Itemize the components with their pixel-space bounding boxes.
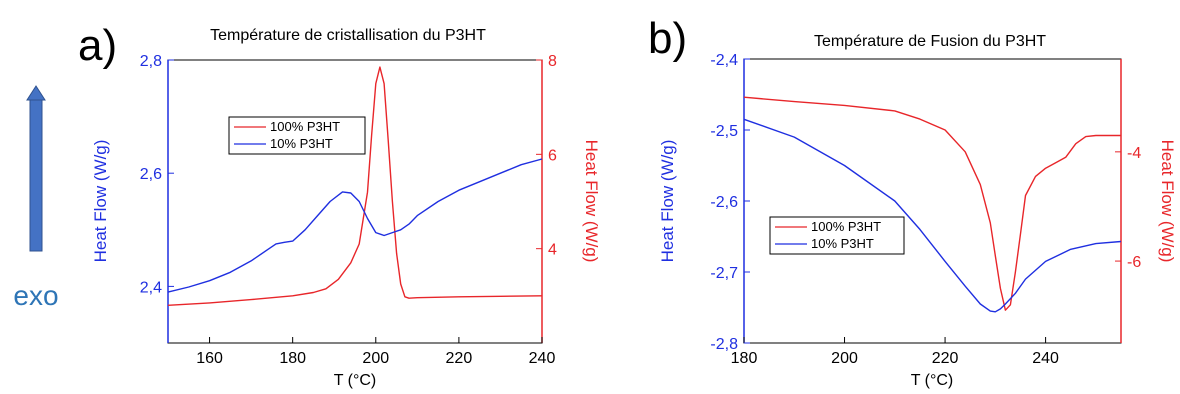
x-tick-label-a-180: 180 <box>279 350 306 367</box>
y-right-tick-label-b-1: -4 <box>1127 145 1141 162</box>
y-axis-label-right-a: Heat Flow (W/g) <box>582 140 601 263</box>
series-line-a-10 <box>167 158 543 293</box>
x-tick-label-a-200: 200 <box>362 350 389 367</box>
legend-label-10-b: 10% P3HT <box>811 236 874 251</box>
x-axis-label-b: T (°C) <box>911 372 954 389</box>
y-left-tick-label-a-2: 2,8 <box>140 53 162 70</box>
x-tick-label-b-200: 200 <box>831 350 858 367</box>
series-line-b-10 <box>743 118 1122 313</box>
x-tick-label-a-220: 220 <box>446 350 473 367</box>
legend-label-10-a: 10% P3HT <box>270 136 333 151</box>
y-left-tick-label-b-3: -2,5 <box>710 123 738 140</box>
y-right-tick-label-a-1: 6 <box>548 147 557 164</box>
plot-frame-a <box>167 59 543 344</box>
chart-panel-b: b) Température de Fusion du P3HT 180 200 2… <box>648 14 1177 389</box>
legend-a: 100% P3HT 10% P3HT <box>228 116 366 155</box>
panel-label-b: b) <box>648 14 687 63</box>
x-tick-label-b-220: 220 <box>932 350 959 367</box>
x-tick-label-b-240: 240 <box>1032 350 1059 367</box>
y-axis-label-left-b: Heat Flow (W/g) <box>658 140 677 263</box>
y-left-tick-label-b-1: -2,7 <box>710 265 738 282</box>
y-right-tick-label-a-2: 8 <box>548 53 557 70</box>
x-tick-label-b-180: 180 <box>731 350 758 367</box>
x-tick-label-a-160: 160 <box>196 350 223 367</box>
panel-label-a: a) <box>78 21 117 70</box>
y-left-tick-label-b-0: -2,8 <box>710 336 738 353</box>
y-left-tick-label-a-1: 2,6 <box>140 166 162 183</box>
legend-label-100-a: 100% P3HT <box>270 119 340 134</box>
x-tick-label-a-240: 240 <box>529 350 556 367</box>
y-left-tick-label-b-2: -2,6 <box>710 194 738 211</box>
exo-arrow-icon <box>26 85 46 252</box>
y-left-tick-label-a-0: 2,4 <box>140 279 162 296</box>
y-right-tick-label-b-0: -6 <box>1127 254 1141 271</box>
x-axis-label-a: T (°C) <box>334 372 377 389</box>
y-axis-label-right-b: Heat Flow (W/g) <box>1158 140 1177 263</box>
y-axis-label-left-a: Heat Flow (W/g) <box>91 140 110 263</box>
series-line-a-100 <box>167 66 543 306</box>
exo-label: exo <box>13 280 58 311</box>
legend-label-100-b: 100% P3HT <box>811 219 881 234</box>
series-line-b-100 <box>743 96 1121 311</box>
chart-title-b: Température de Fusion du P3HT <box>814 33 1046 50</box>
y-right-tick-label-a-0: 4 <box>548 242 557 259</box>
chart-title-a: Température de cristallisation du P3HT <box>210 27 486 44</box>
y-left-tick-label-b-4: -2,4 <box>710 52 738 69</box>
legend-b: 100% P3HT 10% P3HT <box>769 216 905 255</box>
chart-panel-a: a) Température de cristallisation du P3H… <box>78 21 601 389</box>
